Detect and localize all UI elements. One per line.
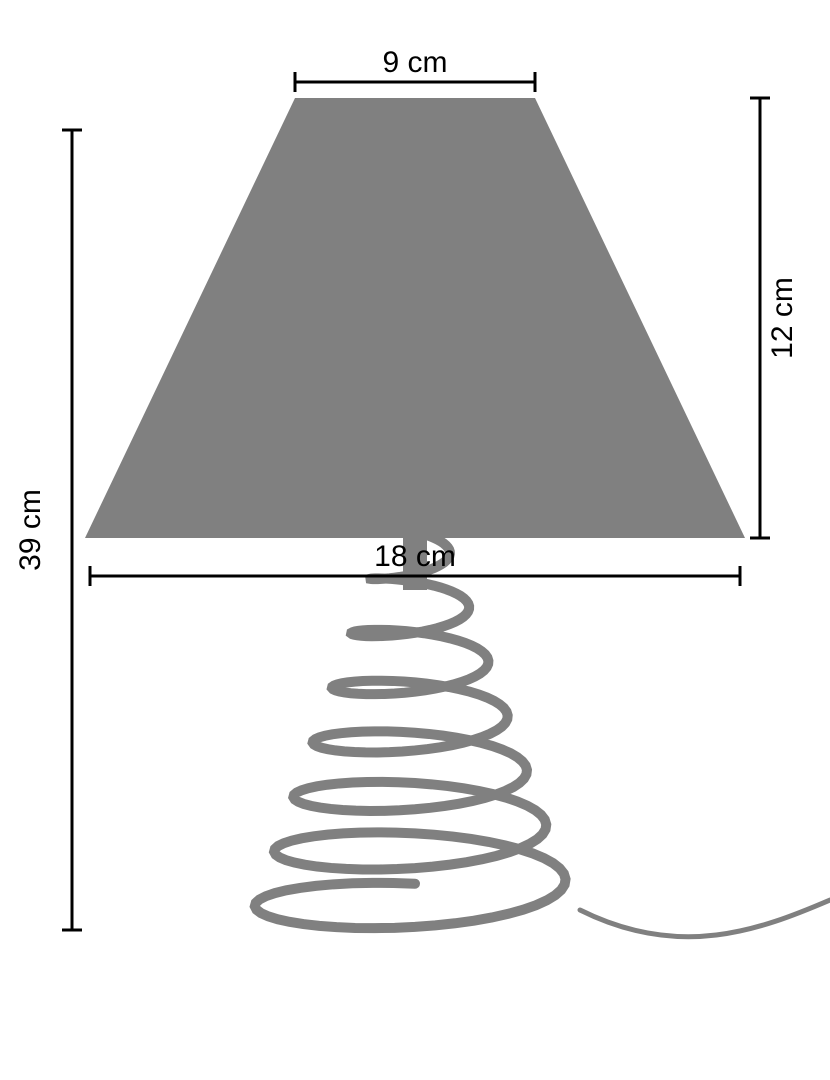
dim-top-width-label: 9 cm [382,46,447,79]
dim-total-height-label: 39 cm [14,489,47,571]
dim-mid-width-label: 18 cm [374,540,456,573]
dim-shade-height-label: 12 cm [766,277,799,359]
